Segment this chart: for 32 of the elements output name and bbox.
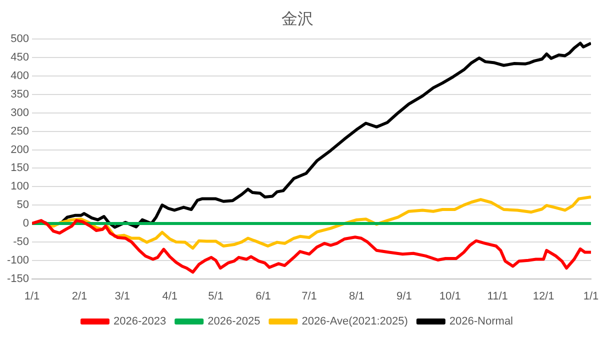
y-tick-label: -150: [6, 272, 30, 285]
y-tick-label: -50: [13, 236, 30, 248]
y-tick-label: 300: [10, 106, 30, 119]
x-tick-label: 3/1: [114, 290, 130, 302]
y-tick-label: 250: [10, 125, 30, 138]
x-tick-label: 8/1: [349, 290, 364, 302]
y-tick-label: 200: [10, 144, 30, 156]
legend-label: 2026-Ave(2021:2025): [302, 316, 408, 328]
x-tick-label: 12/1: [532, 290, 554, 302]
x-tick-label: 4/1: [162, 290, 178, 302]
x-tick-label: 2/1: [72, 290, 88, 302]
y-tick-label: 450: [10, 52, 30, 64]
x-tick-label: 10/1: [439, 290, 461, 302]
legend-label: 2026-Normal: [449, 316, 514, 328]
y-tick-label: 150: [10, 162, 30, 174]
x-tick-label: 7/1: [302, 290, 317, 302]
y-tick-label: 100: [10, 180, 30, 193]
x-tick-label: 9/1: [396, 290, 412, 302]
x-tick-label: 1/1: [24, 290, 40, 302]
y-tick-label: 0: [22, 218, 30, 230]
chart-title: 金沢: [282, 11, 314, 28]
y-tick-label: 400: [10, 70, 30, 82]
x-tick-label: 6/1: [256, 290, 271, 302]
x-tick-label: 1/1: [583, 290, 599, 302]
x-tick-label: 5/1: [208, 290, 224, 302]
x-tick-label: 11/1: [487, 290, 508, 302]
y-tick-label: -100: [6, 254, 30, 266]
legend-label: 2026-2025: [208, 316, 260, 328]
legend-label: 2026-2023: [113, 316, 166, 328]
y-tick-label: 50: [16, 199, 30, 212]
y-tick-label: 350: [10, 88, 30, 101]
y-tick-label: 500: [10, 33, 30, 46]
